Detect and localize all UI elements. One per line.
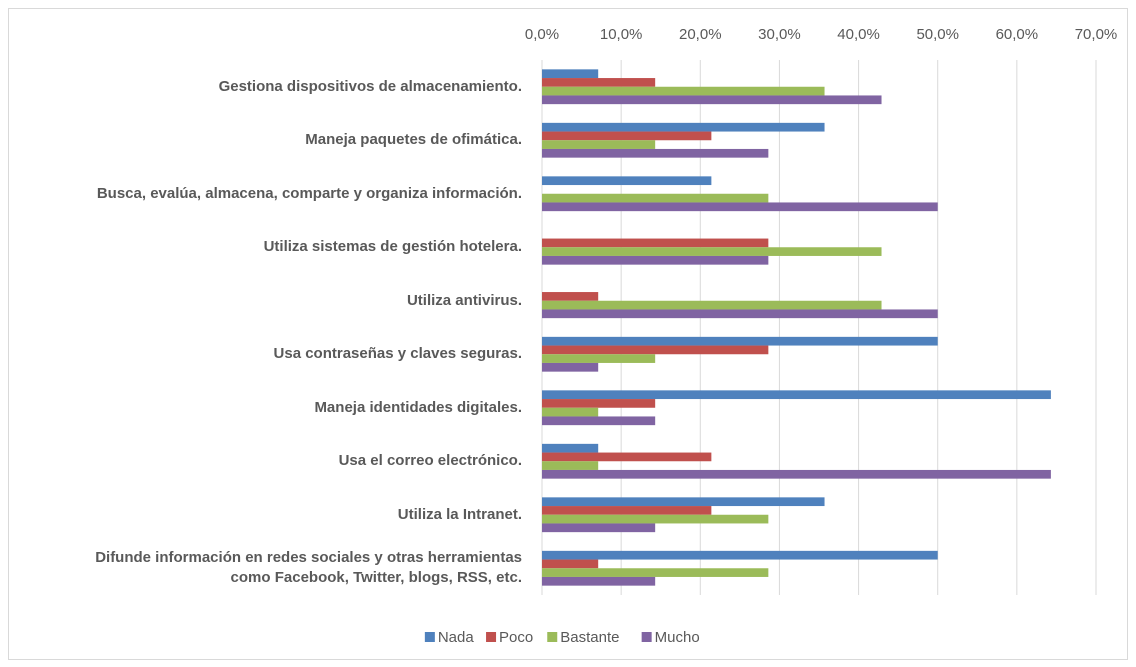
bar (542, 550, 938, 560)
y-tick-label: Difunde información en redes sociales y … (95, 549, 522, 587)
legend-label: Mucho (655, 629, 700, 646)
legend-label: Nada (438, 629, 475, 646)
bar (542, 497, 825, 507)
bar (542, 390, 1051, 400)
y-tick-label: Usa contraseñas y claves seguras. (273, 345, 522, 363)
legend-swatch (486, 632, 497, 642)
bar (542, 86, 825, 96)
bar (542, 255, 769, 265)
y-tick-label: Utiliza la Intranet. (397, 505, 522, 523)
y-tick-label: Maneja identidades digitales. (314, 398, 522, 416)
bar (542, 247, 882, 256)
y-tick-label: Busca, evalúa, almacena, comparte y orga… (96, 184, 522, 202)
bar (542, 193, 769, 203)
bar (542, 407, 599, 417)
bar (542, 292, 599, 301)
y-tick-label: Gestiona dispositivos de almacenamiento. (218, 77, 522, 95)
bar (542, 131, 712, 141)
bar (542, 238, 769, 248)
bar (542, 443, 599, 453)
bar (542, 362, 599, 372)
bar (542, 559, 599, 569)
bar (542, 336, 938, 346)
bar (542, 122, 825, 132)
x-tick-label: 10,0% (600, 26, 643, 43)
bar (542, 202, 938, 212)
bar (542, 523, 656, 533)
bar (542, 78, 656, 87)
bar (542, 95, 882, 105)
bar (542, 176, 712, 186)
x-tick-label: 0,0% (525, 26, 559, 43)
bar (542, 461, 599, 470)
bar (542, 514, 769, 524)
bar (542, 506, 712, 515)
x-tick-label: 20,0% (679, 26, 722, 43)
y-tick-label: Maneja paquetes de ofimática. (305, 131, 522, 149)
bar (542, 354, 656, 363)
bar (542, 140, 656, 149)
y-tick-label: Usa el correo electrónico. (338, 452, 522, 470)
bar (542, 345, 769, 355)
y-tick-label: Utiliza antivirus. (406, 291, 522, 309)
bar (542, 69, 599, 79)
x-tick-label: 40,0% (837, 26, 880, 43)
legend-label: Bastante (560, 629, 619, 646)
bar (542, 300, 882, 310)
legend-swatch (641, 632, 652, 642)
bar (542, 469, 1051, 479)
bar (542, 568, 769, 577)
bar (542, 309, 938, 319)
bar (542, 576, 656, 586)
legend-swatch (547, 632, 558, 642)
bar (542, 452, 712, 462)
x-tick-label: 60,0% (996, 26, 1039, 43)
bar (542, 148, 769, 158)
bar (542, 399, 656, 408)
x-tick-label: 70,0% (1075, 26, 1118, 43)
y-tick-label: Utiliza sistemas de gestión hotelera. (263, 238, 522, 256)
x-tick-label: 30,0% (758, 26, 801, 43)
legend-label: Poco (499, 629, 533, 646)
legend-swatch (424, 632, 435, 642)
bar (542, 416, 656, 426)
x-tick-label: 50,0% (916, 26, 959, 43)
